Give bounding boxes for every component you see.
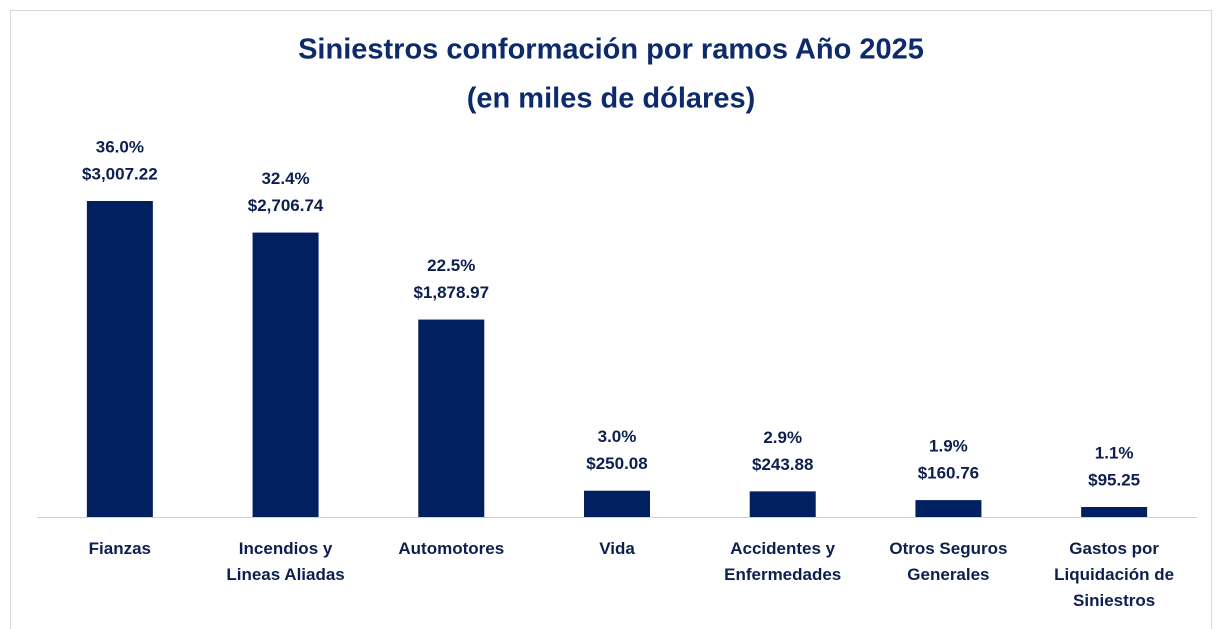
value-label: $2,706.74 [248, 196, 324, 215]
x-tick-label: Gastos por Liquidación de Siniestros [1054, 539, 1175, 610]
percentage-label: 1.1% [1095, 443, 1134, 462]
x-tick-label: Accidentes y Enfermedades [724, 539, 842, 584]
chart-border [10, 10, 1212, 629]
percentage-label: 1.9% [929, 437, 968, 456]
percentage-label: 36.0% [96, 137, 144, 156]
chart-subtitle: (en miles de dólares) [467, 83, 756, 115]
value-label: $160.76 [918, 464, 979, 483]
chart-title: Siniestros conformación por ramos Año 20… [298, 34, 924, 66]
bar [749, 491, 816, 517]
x-tick-label: Fianzas [88, 539, 152, 558]
percentage-label: 22.5% [427, 256, 475, 275]
x-tick-label: Otros Seguros Generales [889, 539, 1008, 584]
bar [86, 201, 153, 517]
x-tick-label: Automotores [398, 539, 505, 558]
x-tick-label: Vida [599, 539, 635, 558]
bar [252, 232, 319, 517]
percentage-label: 2.9% [763, 428, 802, 447]
value-label: $3,007.22 [82, 164, 158, 183]
value-label: $243.88 [752, 455, 813, 474]
value-label: $250.08 [586, 454, 647, 473]
percentage-label: 3.0% [598, 427, 637, 446]
value-label: $95.25 [1088, 470, 1140, 489]
percentage-label: 32.4% [261, 169, 309, 188]
bar [418, 319, 485, 517]
bar [584, 490, 650, 517]
value-label: $1,878.97 [413, 283, 489, 302]
x-tick-label: Incendios y Lineas Aliadas [226, 539, 345, 584]
bar [915, 500, 982, 517]
bar [1081, 506, 1148, 517]
